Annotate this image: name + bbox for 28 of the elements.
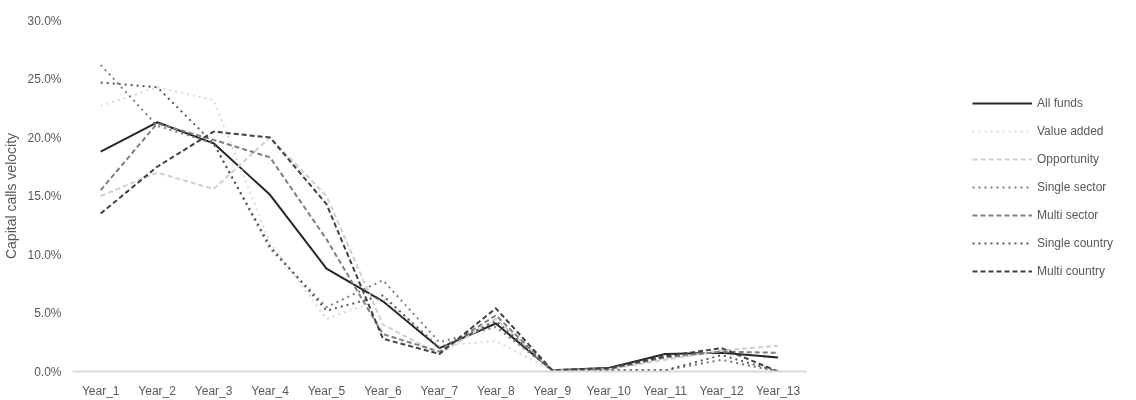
x-tick-label: Year_6 bbox=[364, 383, 403, 398]
x-tick-label: Year_2 bbox=[138, 383, 177, 398]
x-tick-label: Year_5 bbox=[307, 383, 346, 398]
x-tick-label: Year_7 bbox=[420, 383, 459, 398]
y-tick-label: 25.0% bbox=[27, 72, 62, 86]
x-tick-label: Year_12 bbox=[699, 383, 745, 398]
legend-label: Single country bbox=[1037, 236, 1114, 250]
x-tick-label: Year_8 bbox=[477, 383, 515, 398]
x-tick-label: Year_3 bbox=[194, 383, 233, 398]
x-tick-label: Year_13 bbox=[755, 383, 801, 398]
x-tick-label: Year_11 bbox=[643, 383, 688, 398]
y-axis-title: Capital calls velocity bbox=[3, 132, 20, 260]
x-tick-label: Year_1 bbox=[81, 383, 120, 398]
y-tick-label: 20.0% bbox=[27, 130, 62, 145]
x-tick-label: Year_10 bbox=[586, 383, 632, 398]
legend-label: Opportunity bbox=[1037, 152, 1100, 166]
x-tick-label: Year_9 bbox=[533, 383, 572, 398]
legend-label: Multi sector bbox=[1037, 208, 1099, 222]
y-tick-label: 15.0% bbox=[27, 189, 62, 203]
y-tick-label: 0.0% bbox=[34, 364, 62, 379]
x-tick-label: Year_4 bbox=[251, 383, 290, 398]
legend-label: Value added bbox=[1037, 124, 1104, 138]
legend-label: Multi country bbox=[1037, 264, 1106, 278]
y-tick-label: 5.0% bbox=[34, 306, 62, 320]
y-tick-label: 10.0% bbox=[27, 247, 62, 262]
legend-label: Single sector bbox=[1037, 180, 1107, 194]
legend-label: All funds bbox=[1037, 96, 1084, 110]
y-tick-label: 30.0% bbox=[27, 13, 62, 28]
